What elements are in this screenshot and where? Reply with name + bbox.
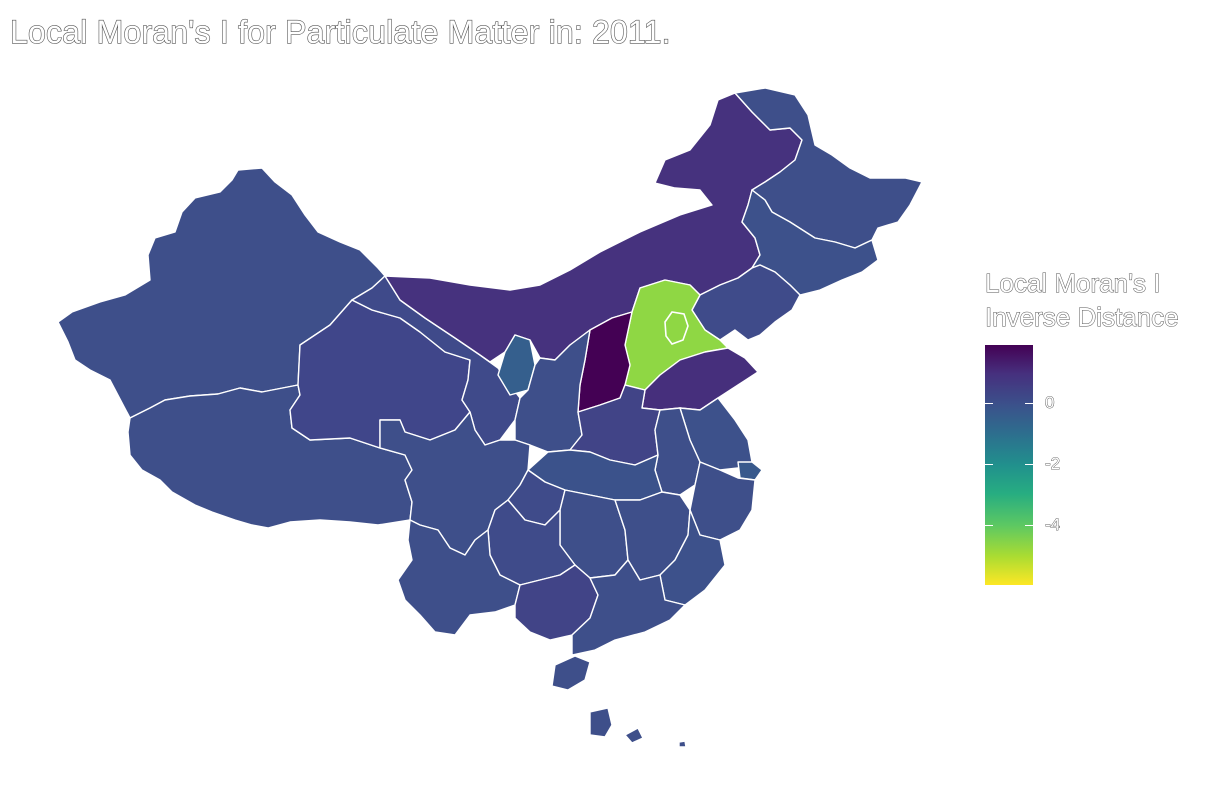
legend-title-line2: Inverse Distance (985, 302, 1180, 333)
legend-colorbar (985, 345, 1033, 585)
region-guangdong (571, 559, 686, 656)
legend-title-line1: Local Moran's I (985, 268, 1161, 299)
legend-tick-right-1 (1025, 464, 1033, 465)
legend-tick-right-0 (1025, 403, 1033, 404)
map-title: Local Moran's I for Particulate Matter i… (9, 13, 671, 50)
region-hainan (551, 655, 591, 691)
region-jilin (741, 189, 879, 296)
legend-tick-right-2 (1025, 525, 1033, 526)
legend-tick-left-1 (985, 464, 993, 465)
region-island-tiny (678, 740, 687, 748)
legend-tick-label-0: 0 (1045, 393, 1055, 413)
legend-tick-left-2 (985, 525, 993, 526)
region-island-small (624, 727, 644, 744)
region-shanghai (737, 461, 763, 481)
legend-tick-label-1: -2 (1045, 454, 1061, 474)
region-beijing-outline (664, 311, 689, 345)
legend-tick-left-0 (985, 403, 993, 404)
legend-tick-label-2: -4 (1045, 515, 1061, 535)
region-taiwan (589, 707, 613, 738)
